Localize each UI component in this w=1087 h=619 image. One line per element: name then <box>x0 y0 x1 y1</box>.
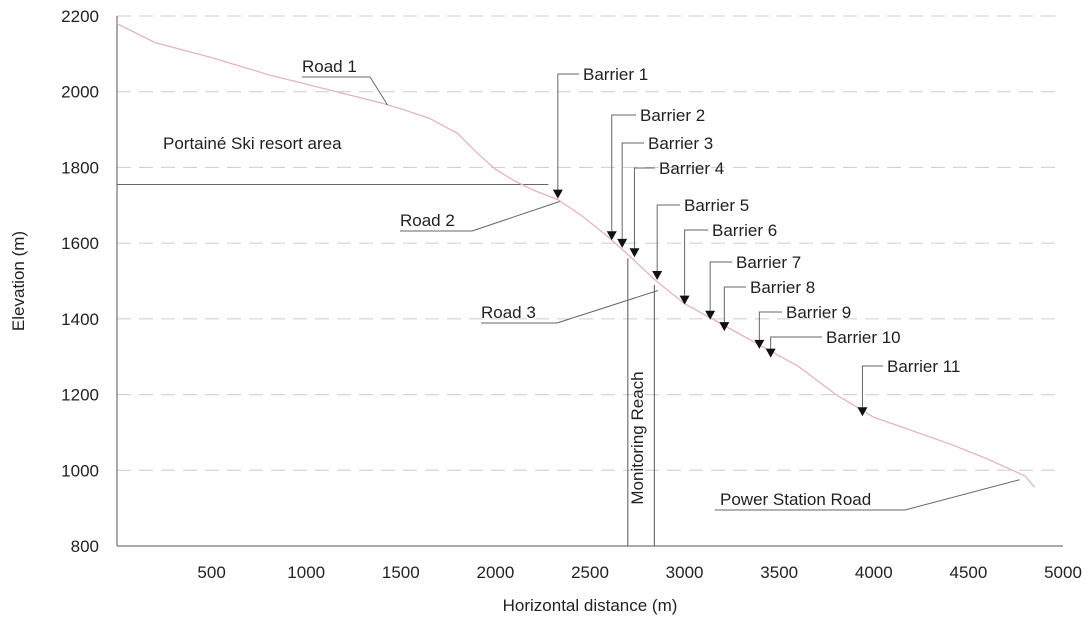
barrier-leader-line <box>709 261 732 311</box>
barrier-marker <box>857 407 868 417</box>
road-leader-line <box>369 76 388 106</box>
monitoring-reach-annotation: Monitoring Reach <box>627 258 655 546</box>
x-tick-labels: 500 1000 1500 2000 2500 3000 3500 4000 4500 5000 <box>197 563 1082 582</box>
ski-area-annotation: Portainé Ski resort area <box>117 134 549 185</box>
barrier-marker <box>754 339 765 349</box>
x-tick-label: 4500 <box>949 563 987 582</box>
barrier-leader-line <box>758 311 782 340</box>
y-tick-labels: 800 1000 1200 1400 1600 1800 2000 2200 <box>61 7 99 556</box>
barrier-leader-line <box>723 286 746 323</box>
barrier-leader-line <box>611 114 636 232</box>
barrier-leader-line <box>633 167 655 249</box>
elevation-profile-line <box>116 23 1036 488</box>
road-label: Road 2 <box>400 211 455 230</box>
x-tick-label: 2000 <box>476 563 514 582</box>
barrier-label: Barrier 6 <box>712 221 777 240</box>
barrier-label: Barrier 8 <box>750 278 815 297</box>
x-tick-label: 4000 <box>855 563 893 582</box>
profile-series <box>116 23 1036 488</box>
y-tick-label: 800 <box>71 537 99 556</box>
barrier-label: Barrier 9 <box>786 303 851 322</box>
barrier-marker <box>719 322 730 332</box>
y-tick-label: 1000 <box>61 461 99 480</box>
x-tick-label: 1500 <box>382 563 420 582</box>
barrier-marker <box>765 348 776 358</box>
barrier-markers: Barrier 1 Barrier 2 Barrier 3 Barrier 4 Barr… <box>552 65 960 417</box>
barrier-leader-line <box>621 142 644 239</box>
barrier-label: Barrier 7 <box>736 253 801 272</box>
barrier-label: Barrier 11 <box>887 357 960 376</box>
barrier-marker <box>705 310 716 320</box>
y-axis-label: Elevation (m) <box>9 231 28 331</box>
barrier-marker <box>629 248 640 258</box>
barrier-leader-line <box>684 229 708 296</box>
barrier-label: Barrier 1 <box>583 65 648 84</box>
barrier-label: Barrier 3 <box>648 134 713 153</box>
grid-lines <box>117 15 1063 471</box>
barrier-leader-line <box>861 365 883 408</box>
x-tick-label: 5000 <box>1044 563 1082 582</box>
barrier-label: Barrier 2 <box>640 106 705 125</box>
road-label: Road 1 <box>302 57 357 76</box>
road-leader-line <box>471 201 560 232</box>
barrier-marker <box>617 238 628 248</box>
road-annotations: Road 1 Road 2 Road 3 Power Station Road <box>302 57 1020 511</box>
barrier-marker <box>652 271 663 280</box>
x-tick-label: 3500 <box>760 563 798 582</box>
barrier-leader-line <box>557 73 579 190</box>
x-tick-label: 3000 <box>666 563 704 582</box>
y-tick-label: 2200 <box>61 7 99 26</box>
barrier-label: Barrier 10 <box>826 328 901 347</box>
y-tick-label: 1600 <box>61 234 99 253</box>
road-label: Power Station Road <box>720 490 871 509</box>
x-tick-label: 500 <box>197 563 225 582</box>
barrier-leader-line <box>656 204 680 271</box>
road-label: Road 3 <box>481 303 536 322</box>
road-leader-line <box>556 289 659 324</box>
monitoring-reach-label: Monitoring Reach <box>628 371 647 504</box>
barrier-marker <box>679 295 690 305</box>
ski-area-label: Portainé Ski resort area <box>163 134 342 153</box>
barrier-marker <box>552 189 563 199</box>
y-tick-label: 1200 <box>61 386 99 405</box>
x-axis-label: Horizontal distance (m) <box>503 596 678 615</box>
x-tick-label: 1000 <box>287 563 325 582</box>
road-leader-line <box>904 479 1020 511</box>
barrier-marker <box>606 231 617 241</box>
axes <box>116 16 1063 547</box>
barrier-leader-line <box>770 336 822 349</box>
x-tick-label: 2500 <box>571 563 609 582</box>
y-tick-label: 1400 <box>61 310 99 329</box>
y-tick-label: 1800 <box>61 158 99 177</box>
barrier-label: Barrier 4 <box>659 159 724 178</box>
barrier-label: Barrier 5 <box>684 196 749 215</box>
y-tick-label: 2000 <box>61 83 99 102</box>
